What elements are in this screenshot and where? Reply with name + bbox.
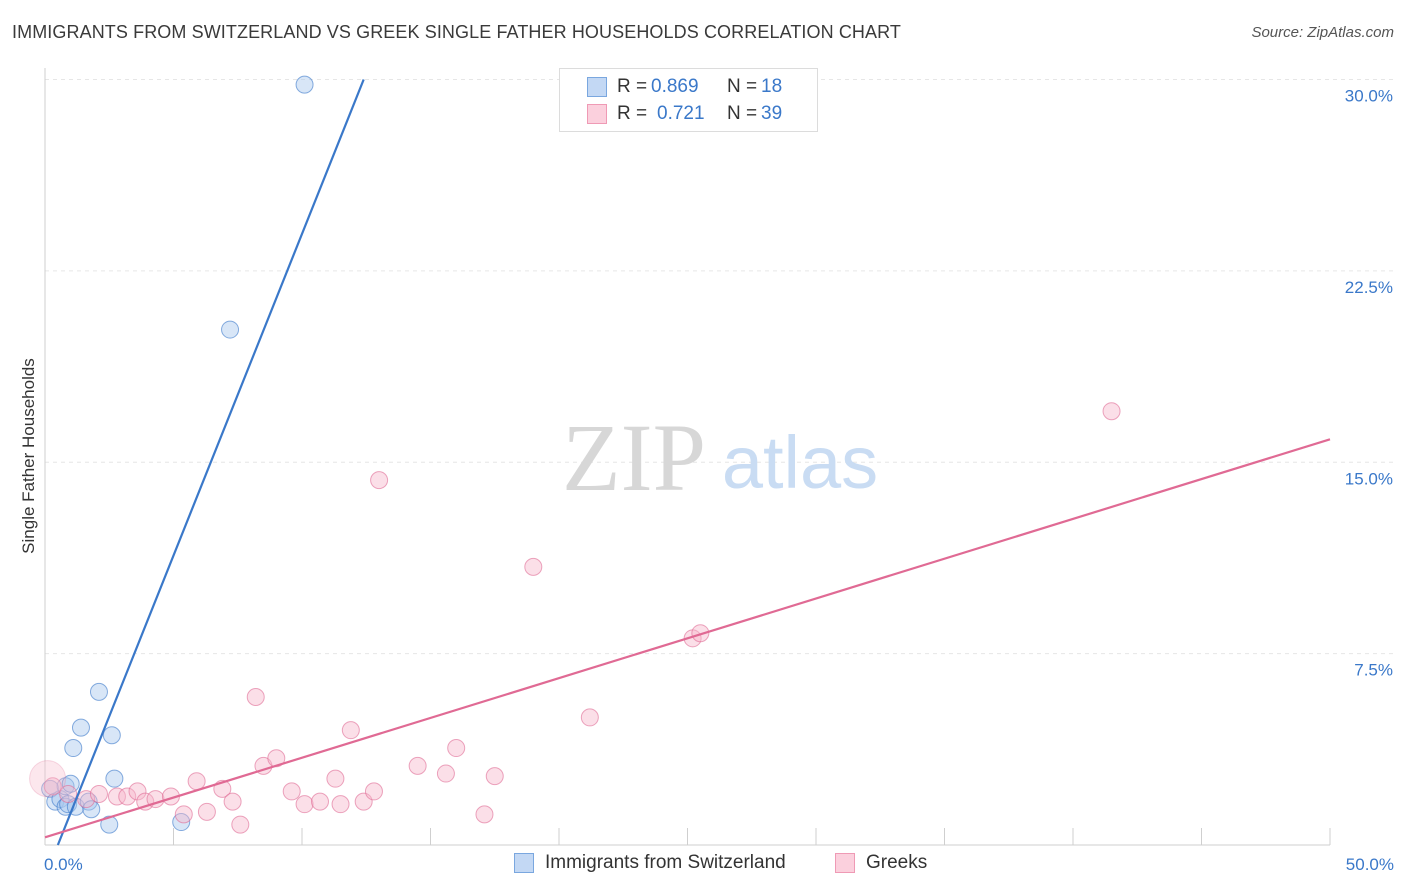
- series-label-switzerland: Immigrants from Switzerland: [545, 852, 786, 873]
- y-tick-label: 7.5%: [1354, 661, 1393, 680]
- series-legend-switzerland[interactable]: Immigrants from Switzerland: [514, 852, 786, 874]
- series-legend: Immigrants from Switzerland Greeks: [0, 852, 1406, 878]
- legend-swatch-greeks: [587, 104, 607, 124]
- x-tick-label: 0.0%: [44, 855, 83, 874]
- greeks-point: [364, 782, 383, 801]
- greeks-point: [408, 756, 427, 775]
- chart-title: IMMIGRANTS FROM SWITZERLAND VS GREEK SIN…: [12, 22, 902, 42]
- legend-r-label: R =: [617, 76, 648, 97]
- axes: [44, 68, 1331, 846]
- greeks-point: [331, 795, 350, 814]
- switzerland-point: [102, 726, 121, 745]
- greeks-point: [447, 739, 466, 758]
- greeks-point: [118, 787, 137, 806]
- switzerland-point: [64, 739, 83, 758]
- switzerland-point: [221, 320, 240, 339]
- legend-swatch-switzerland: [587, 77, 607, 97]
- greeks-point: [485, 767, 504, 786]
- tick-labels: 7.5% 15.0% 22.5% 30.0% 0.0% 50.0%: [44, 87, 1394, 875]
- y-tick-label: 30.0%: [1345, 87, 1393, 106]
- y-tick-label: 15.0%: [1345, 469, 1393, 488]
- legend-n-value: 18: [761, 76, 783, 97]
- greeks-point: [436, 764, 455, 783]
- greeks-point: [246, 688, 265, 707]
- y-tick-label: 22.5%: [1345, 278, 1393, 297]
- watermark: ZIP atlas: [562, 404, 878, 511]
- switzerland-point: [89, 682, 108, 701]
- watermark-zip: ZIP: [562, 404, 706, 511]
- data-points: [29, 75, 1121, 834]
- greeks-point: [197, 802, 216, 821]
- legend-n-value: 39: [761, 103, 783, 124]
- series-legend-greeks[interactable]: Greeks: [835, 852, 927, 874]
- legend-row-switzerland: R = 0.869 N = 18: [560, 74, 782, 100]
- greeks-point: [43, 777, 62, 796]
- greeks-trend-line: [44, 438, 1331, 839]
- greeks-point: [174, 805, 193, 824]
- greeks-point: [370, 471, 389, 490]
- greeks-point: [107, 787, 126, 806]
- switzerland-point: [100, 815, 119, 834]
- greeks-point: [231, 815, 250, 834]
- greeks-point: [223, 792, 242, 811]
- source-label: Source: ZipAtlas.com: [1251, 24, 1394, 41]
- greeks-point: [310, 792, 329, 811]
- switzerland-trend-line: [56, 79, 365, 846]
- switzerland-point: [82, 800, 101, 819]
- greeks-point: [580, 708, 599, 727]
- legend-n-label: N =: [727, 103, 758, 124]
- switzerland-point: [71, 718, 90, 737]
- legend-n-label: N =: [727, 76, 758, 97]
- switzerland-point: [61, 774, 80, 793]
- greeks-point: [89, 784, 108, 803]
- series-label-greeks: Greeks: [866, 852, 928, 873]
- greeks-point: [295, 795, 314, 814]
- watermark-atlas: atlas: [722, 421, 878, 504]
- legend-r-value: 0.869: [651, 76, 699, 97]
- greeks-point: [475, 805, 494, 824]
- greeks-point: [341, 721, 360, 740]
- greeks-point: [524, 557, 543, 576]
- greeks-point: [187, 772, 206, 791]
- greeks-point: [326, 769, 345, 788]
- series-swatch-greeks: [835, 853, 855, 873]
- y-axis-label: Single Father Households: [19, 358, 38, 554]
- legend-r-label: R =: [617, 103, 648, 124]
- switzerland-point: [105, 769, 124, 788]
- greeks-point: [282, 782, 301, 801]
- greeks-point: [1102, 402, 1121, 421]
- correlation-legend: R = 0.869 N = 18 R = 0.721 N = 39: [559, 68, 818, 132]
- gridlines: [45, 79, 1395, 655]
- series-swatch-switzerland: [514, 853, 534, 873]
- trend-lines: [44, 79, 1331, 846]
- legend-row-greeks: R = 0.721 N = 39: [560, 101, 782, 127]
- greeks-point: [128, 782, 147, 801]
- greeks-point: [59, 784, 78, 803]
- x-tick-label: 50.0%: [1346, 855, 1394, 874]
- switzerland-point: [295, 75, 314, 94]
- legend-r-value: 0.721: [657, 103, 705, 124]
- greeks-point: [29, 760, 67, 798]
